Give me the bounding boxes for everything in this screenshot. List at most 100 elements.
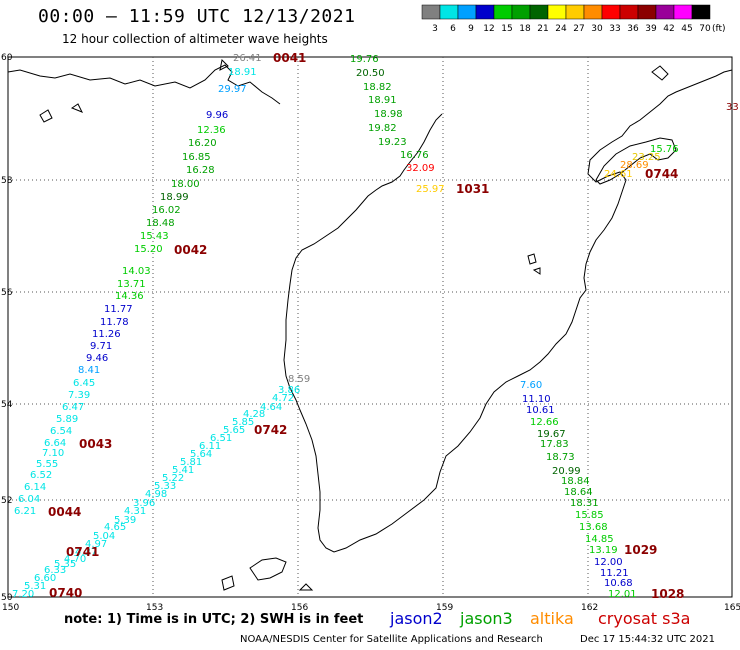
legend-item-jason3: jason3	[460, 609, 513, 628]
lat-tick: 56	[1, 288, 13, 298]
wave-height-value: 3.96	[133, 498, 155, 509]
wave-height-value: 5.81	[180, 457, 202, 468]
wave-height-value: 5.55	[36, 459, 58, 470]
wave-height-value: 6.47	[62, 402, 84, 413]
wave-height-value: 29.97	[218, 84, 247, 95]
wave-height-value: 5.33	[154, 481, 176, 492]
lat-tick: 60	[1, 53, 13, 63]
plot-frame	[7, 56, 733, 598]
wave-height-value: 16.76	[400, 150, 429, 161]
wave-height-value: 18.84	[561, 476, 590, 487]
wave-height-value: 5.64	[190, 449, 212, 460]
pass-label: 0044	[48, 505, 81, 519]
wave-height-value: 11.10	[522, 394, 551, 405]
wave-height-value: 12.66	[530, 417, 559, 428]
wave-height-value: 4.31	[124, 506, 146, 517]
wave-height-value: 6.51	[210, 433, 232, 444]
wave-height-value: 19.82	[368, 123, 397, 134]
edge-value-label: 33	[726, 102, 739, 113]
color-scale-label: 15	[501, 24, 512, 34]
wave-height-value: 11.21	[600, 568, 629, 579]
color-scale-label: 6	[450, 24, 456, 34]
timestamp: Dec 17 15:44:32 UTC 2021	[580, 634, 715, 645]
wave-height-value: 11.26	[92, 329, 121, 340]
lon-tick: 165	[724, 603, 740, 613]
color-scale-label: 33	[609, 24, 620, 34]
color-scale-label: 18	[519, 24, 531, 34]
lon-tick: 159	[436, 603, 453, 613]
wave-height-value: 9.46	[86, 353, 108, 364]
wave-height-value: 18.91	[368, 95, 397, 106]
wave-height-value: 18.73	[546, 452, 575, 463]
wave-height-value: 15.85	[575, 510, 604, 521]
wave-height-value: 4.28	[243, 409, 265, 420]
wave-height-value: 7.20	[12, 589, 34, 600]
pass-label: 1028	[651, 587, 684, 601]
wave-height-value: 4.65	[104, 522, 126, 533]
color-scale-swatch	[475, 4, 495, 20]
wave-height-value: 8.59	[288, 374, 310, 385]
color-scale-label: 21	[537, 24, 548, 34]
wave-height-value: 5.35	[54, 559, 76, 570]
credit-text: NOAA/NESDIS Center for Satellite Applica…	[240, 634, 543, 645]
color-scale-swatch	[565, 4, 585, 20]
lon-tick: 156	[291, 603, 308, 613]
pass-label: 0744	[645, 167, 678, 181]
wave-height-value: 28.69	[620, 160, 649, 171]
wave-height-value: 6.14	[24, 482, 46, 493]
color-scale-swatch	[637, 4, 657, 20]
color-scale-swatch	[619, 4, 639, 20]
color-scale-label: 9	[468, 24, 474, 34]
wave-height-value: 16.28	[186, 165, 215, 176]
page-title: 00:00 – 11:59 UTC 12/13/2021	[38, 6, 356, 27]
wave-height-value: 25.97	[416, 184, 445, 195]
wave-height-value: 4.98	[145, 489, 167, 500]
color-scale-swatch	[439, 4, 459, 20]
pass-label: 0042	[174, 243, 207, 257]
color-scale-labels: 3 6 9 12 15 18 21 24 27 30 33 36 39 42 45 70	[432, 24, 711, 34]
wave-height-value: 17.83	[540, 439, 569, 450]
wave-height-value: 16.85	[182, 152, 211, 163]
wave-height-value: 15.43	[140, 231, 169, 242]
lat-tick: 50	[1, 593, 13, 603]
wave-height-value: 5.89	[56, 414, 78, 425]
legend-item-jason2: jason2	[390, 609, 443, 628]
wave-height-value: 16.20	[188, 138, 217, 149]
wave-height-value: 20.99	[552, 466, 581, 477]
wave-height-value: 6.21	[14, 506, 36, 517]
lat-tick: 58	[1, 176, 13, 186]
wave-height-value: 6.60	[34, 573, 56, 584]
wave-height-value: 9.71	[90, 341, 112, 352]
wave-height-value: 12.36	[197, 125, 226, 136]
pass-label: 0043	[79, 437, 112, 451]
wave-height-value: 20.50	[356, 68, 385, 79]
color-scale-swatch	[529, 4, 549, 20]
wave-height-value: 10.61	[526, 405, 555, 416]
pass-label: 0041	[273, 51, 306, 65]
wave-height-value: 5.65	[223, 425, 245, 436]
wave-height-value: 16.02	[152, 205, 181, 216]
wave-height-value: 6.33	[44, 565, 66, 576]
color-scale-label: 70	[699, 24, 711, 34]
wave-height-value: 15.20	[134, 244, 163, 255]
wave-height-value: 5.41	[172, 465, 194, 476]
wave-height-value: 12.00	[594, 557, 623, 568]
footnote: note: 1) Time is in UTC; 2) SWH is in fe…	[64, 612, 364, 627]
lon-tick: 162	[581, 603, 598, 613]
wave-height-value: 13.19	[589, 545, 618, 556]
color-scale-label: 3	[432, 24, 438, 34]
color-scale-swatch	[655, 4, 675, 20]
color-scale-swatch	[601, 4, 621, 20]
wave-height-value: 8.41	[78, 365, 100, 376]
wave-height-value: 6.52	[30, 470, 52, 481]
page-subtitle: 12 hour collection of altimeter wave hei…	[62, 32, 328, 46]
wave-height-value: 6.45	[73, 378, 95, 389]
lat-tick-labels: 60 58 56 54 52 50	[1, 53, 13, 603]
wave-height-value: 14.85	[585, 534, 614, 545]
color-scale-swatch	[583, 4, 603, 20]
color-scale-label: 24	[555, 24, 567, 34]
lon-tick-labels: 150 153 156 159 162 165	[2, 603, 740, 613]
color-scale-swatch	[547, 4, 567, 20]
color-scale-swatch	[691, 4, 711, 20]
